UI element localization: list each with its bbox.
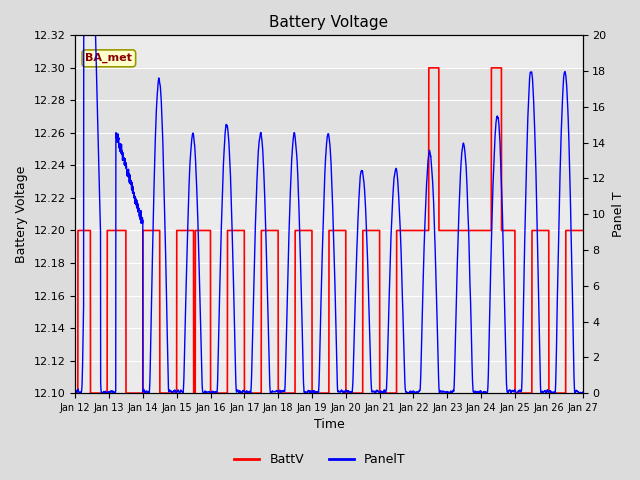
Bar bbox=[76, 68, 582, 198]
Legend: BattV, PanelT: BattV, PanelT bbox=[229, 448, 411, 471]
Title: Battery Voltage: Battery Voltage bbox=[269, 15, 388, 30]
Y-axis label: Panel T: Panel T bbox=[612, 192, 625, 237]
X-axis label: Time: Time bbox=[314, 419, 344, 432]
Y-axis label: Battery Voltage: Battery Voltage bbox=[15, 166, 28, 263]
Text: BA_met: BA_met bbox=[85, 53, 132, 63]
